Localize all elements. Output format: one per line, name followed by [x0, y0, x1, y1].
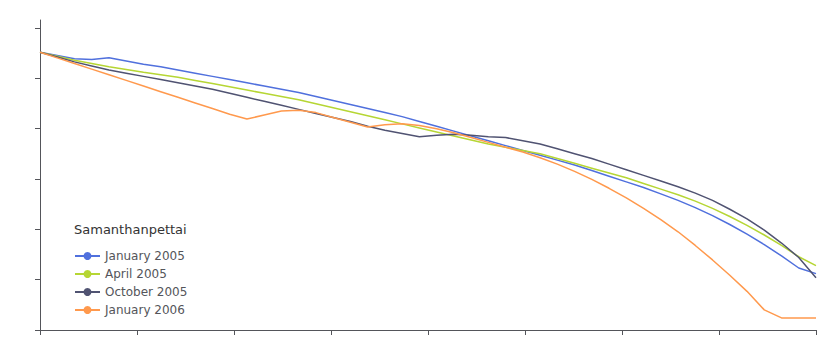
- svg-text:Samanthanpettai: Samanthanpettai: [74, 222, 187, 237]
- svg-text:January 2005: January 2005: [104, 249, 185, 263]
- svg-text:April 2005: April 2005: [105, 267, 167, 281]
- svg-text:January 2006: January 2006: [104, 303, 185, 317]
- svg-text:October 2005: October 2005: [105, 285, 187, 299]
